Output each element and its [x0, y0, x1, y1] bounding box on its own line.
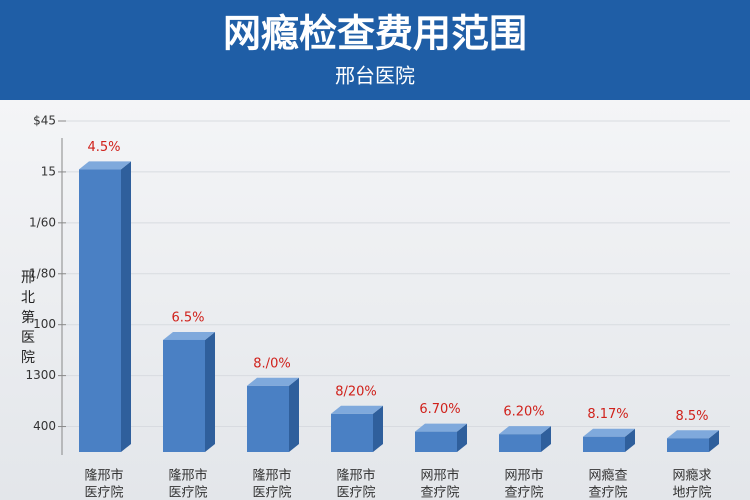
bar: [331, 413, 373, 452]
bar-side: [457, 423, 467, 452]
bar-annotation: 6.5%: [171, 310, 204, 325]
bar-annotation: 4.5%: [87, 140, 120, 155]
x-tick-label: 医疗院: [252, 486, 291, 500]
x-tick-label: 网瘾查: [588, 468, 627, 484]
bar-side: [541, 426, 551, 452]
bar-top: [163, 331, 215, 340]
bar: [247, 385, 289, 452]
bar-top: [331, 405, 383, 414]
bar-side: [289, 377, 299, 452]
x-tick-label: 隆邢市: [84, 468, 123, 484]
x-tick-label: 地疗院: [672, 486, 711, 500]
bar: [163, 339, 205, 452]
x-tick-label: 网邢市: [420, 468, 459, 484]
bar-side: [625, 428, 635, 452]
x-tick-label: 医疗院: [336, 486, 375, 500]
bar-top: [415, 423, 467, 432]
x-tick-label: 医疗院: [168, 486, 207, 500]
y-axis-title: 邢北第医院: [21, 270, 35, 366]
bar-top: [667, 430, 719, 439]
y-tick-label: 1300: [25, 368, 56, 382]
bar-side: [205, 331, 215, 452]
y-tick-label: $45: [33, 114, 56, 128]
y-tick-label: 400: [33, 419, 56, 433]
bar-annotation: 8.17%: [587, 407, 628, 422]
bar-side: [373, 405, 383, 452]
x-tick-label: 查疗院: [588, 486, 627, 500]
chart-title: 网瘾检查费用范围: [223, 12, 527, 56]
header-band: [0, 0, 750, 100]
bar: [79, 169, 121, 452]
x-tick-label: 医疗院: [84, 486, 123, 500]
x-tick-label: 隆邢市: [168, 468, 207, 484]
bar-annotation: 6.20%: [503, 405, 544, 420]
y-tick-label: 15: [41, 164, 56, 178]
x-tick-label: 查疗院: [420, 486, 459, 500]
bar-annotation: 6.70%: [419, 402, 460, 417]
y-tick-label: 100: [33, 317, 56, 331]
bar: [667, 438, 709, 452]
y-tick-label: 1/60: [29, 215, 56, 229]
bar-top: [247, 377, 299, 386]
bar: [583, 436, 625, 452]
y-tick-label: 1/80: [29, 266, 56, 280]
x-tick-label: 网瘾求: [672, 468, 711, 484]
x-tick-label: 查疗院: [504, 486, 543, 500]
x-tick-label: 网邢市: [504, 468, 543, 484]
bar-top: [499, 426, 551, 435]
bar-top: [583, 428, 635, 437]
x-tick-label: 隆邢市: [252, 468, 291, 484]
bar-annotation: 8.5%: [675, 409, 708, 424]
bar: [415, 431, 457, 452]
chart-subtitle: 邢台医院: [335, 64, 415, 88]
bar: [499, 434, 541, 452]
bar-side: [709, 430, 719, 452]
bar-top: [79, 161, 131, 170]
x-tick-label: 隆邢市: [336, 468, 375, 484]
bar-side: [121, 161, 131, 452]
bar-annotation: 8/20%: [335, 384, 377, 399]
bar-annotation: 8./0%: [253, 356, 290, 371]
